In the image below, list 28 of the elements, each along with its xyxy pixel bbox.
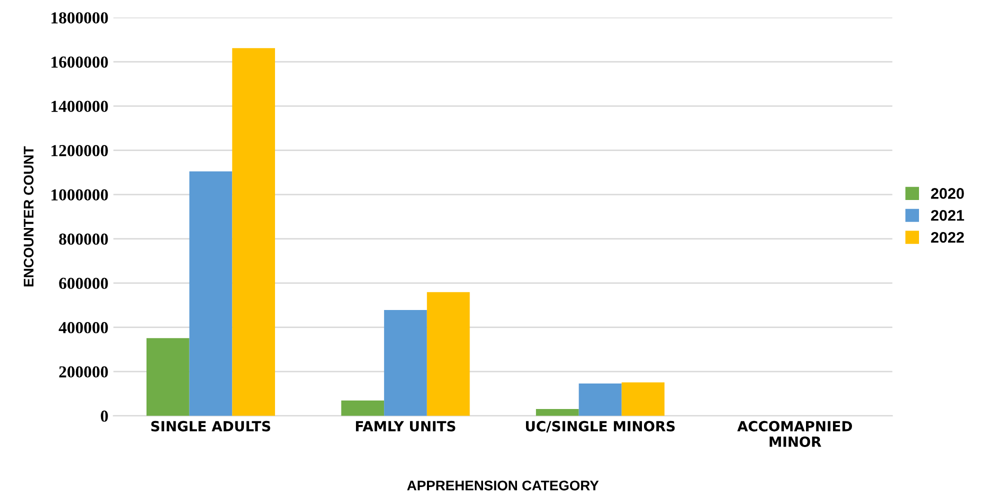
bar <box>536 408 579 416</box>
y-tick-label: 200000 <box>59 366 108 378</box>
bar <box>622 382 664 416</box>
x-tick-label: FAMLY UNITS <box>356 420 456 432</box>
x-tick-label: UC/SINGLE MINORS <box>526 420 675 433</box>
bar <box>146 338 190 416</box>
x-axis-title: APPREHENSION CATEGORY <box>407 480 599 490</box>
y-tick-label: 1400000 <box>52 100 108 112</box>
x-tick-label: ACCOMAPNIED MINOR <box>737 420 852 447</box>
legend-label: 2020 <box>931 188 964 199</box>
bar <box>189 171 232 416</box>
bar <box>426 292 470 416</box>
y-tick-label: 1800000 <box>52 12 108 24</box>
legend-label: 2021 <box>931 210 964 221</box>
y-tick-label: 1200000 <box>52 145 108 156</box>
y-tick-label: 0 <box>100 410 108 422</box>
x-tick-label: SINGLE ADULTS <box>151 420 270 432</box>
bar <box>232 48 276 416</box>
y-tick-label: 1000000 <box>52 189 108 200</box>
legend-label: 2022 <box>931 232 964 243</box>
y-tick-label: 1600000 <box>52 56 108 68</box>
y-tick-label: 800000 <box>59 234 108 245</box>
y-tick-label: 600000 <box>59 278 108 290</box>
bar <box>384 310 427 416</box>
bar <box>341 400 384 416</box>
y-tick-label: 400000 <box>58 322 108 334</box>
y-axis-title: ENCOUNTER COUNT <box>24 146 34 286</box>
bar <box>578 384 622 416</box>
